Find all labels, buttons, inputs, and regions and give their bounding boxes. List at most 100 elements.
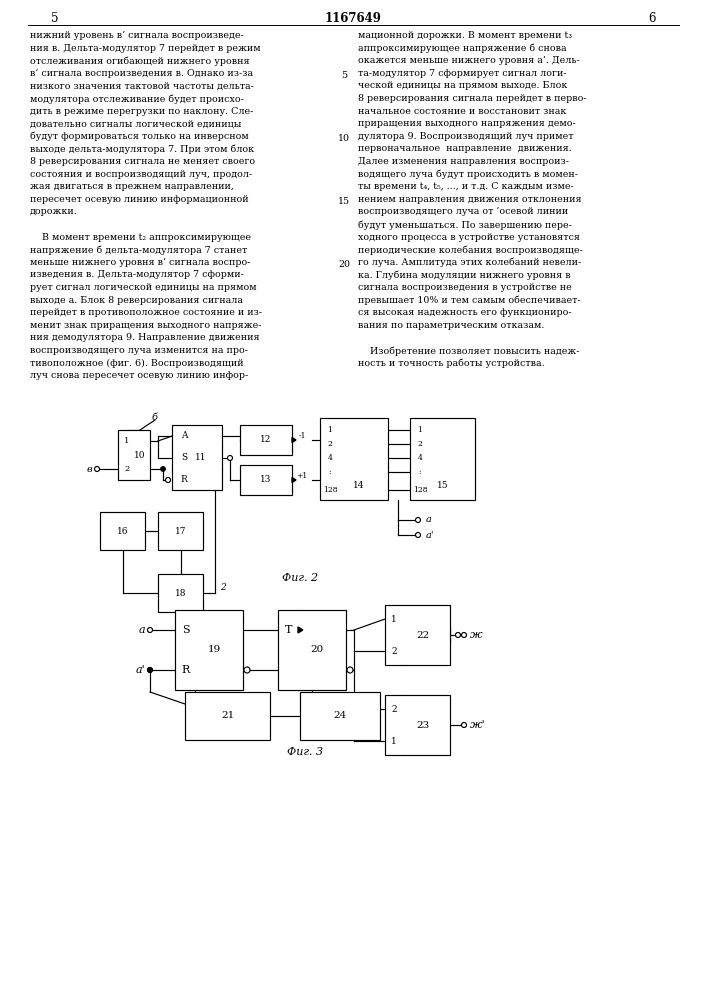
Bar xyxy=(385,695,450,755)
Text: мационной дорожки. В момент времени t₃: мационной дорожки. В момент времени t₃ xyxy=(358,31,572,40)
Text: тивоположное (фиг. 6). Воспроизводящий: тивоположное (фиг. 6). Воспроизводящий xyxy=(30,359,244,368)
Text: 1: 1 xyxy=(391,614,397,624)
Text: 8 реверсирования сигнала не меняет своего: 8 реверсирования сигнала не меняет своег… xyxy=(30,157,255,166)
Bar xyxy=(185,692,270,740)
Text: 15: 15 xyxy=(437,481,448,489)
Text: 5: 5 xyxy=(341,71,347,80)
Text: 1: 1 xyxy=(124,437,129,445)
Text: перейдет в противоположное состояние и из-: перейдет в противоположное состояние и и… xyxy=(30,308,262,317)
Text: воспроизводящего луча изменится на про-: воспроизводящего луча изменится на про- xyxy=(30,346,248,355)
Text: 10: 10 xyxy=(134,450,146,460)
Text: S: S xyxy=(182,625,189,635)
Text: состояния и воспроизводящий луч, продол-: состояния и воспроизводящий луч, продол- xyxy=(30,170,252,179)
Text: довательно сигналы логической единицы: довательно сигналы логической единицы xyxy=(30,119,241,128)
Circle shape xyxy=(148,668,153,672)
Text: рует сигнал логической единицы на прямом: рует сигнал логической единицы на прямом xyxy=(30,283,257,292)
Text: дулятора 9. Воспроизводящий луч примет: дулятора 9. Воспроизводящий луч примет xyxy=(358,132,573,141)
Text: 17: 17 xyxy=(175,526,186,536)
Text: 10: 10 xyxy=(338,134,350,143)
Bar xyxy=(172,425,222,490)
Text: ты времени t₄, t₅, ..., и т.д. С каждым изме-: ты времени t₄, t₅, ..., и т.д. С каждым … xyxy=(358,182,574,191)
Circle shape xyxy=(148,668,152,672)
Bar xyxy=(385,605,450,665)
Circle shape xyxy=(347,667,353,673)
Text: в: в xyxy=(86,464,92,474)
Text: 2: 2 xyxy=(327,440,332,448)
Text: начальное состояние и восстановит знак: начальное состояние и восстановит знак xyxy=(358,107,566,116)
Circle shape xyxy=(462,633,467,638)
Text: Далее изменения направления воспроиз-: Далее изменения направления воспроиз- xyxy=(358,157,569,166)
Text: 1: 1 xyxy=(327,426,332,434)
Circle shape xyxy=(228,456,233,460)
Text: 6: 6 xyxy=(648,12,656,25)
Text: водящего луча будут происходить в момен-: водящего луча будут происходить в момен- xyxy=(358,170,578,179)
Text: ж: ж xyxy=(470,630,483,640)
Text: 2: 2 xyxy=(124,465,129,473)
Polygon shape xyxy=(292,438,296,442)
Text: изведения в. Дельта-модулятор 7 сформи-: изведения в. Дельта-модулятор 7 сформи- xyxy=(30,270,244,279)
Circle shape xyxy=(416,532,421,538)
Text: a: a xyxy=(426,516,432,524)
Text: a: a xyxy=(139,625,145,635)
Text: 4: 4 xyxy=(327,454,332,462)
Text: в’ сигнала воспроизведения в. Однако из-за: в’ сигнала воспроизведения в. Однако из-… xyxy=(30,69,253,78)
Text: воспроизводящего луча от ’осевой линии: воспроизводящего луча от ’осевой линии xyxy=(358,207,568,216)
Text: ся высокая надежность его функциониро-: ся высокая надежность его функциониро- xyxy=(358,308,572,317)
Text: В момент времени t₂ аппроксимирующее: В момент времени t₂ аппроксимирующее xyxy=(30,233,251,242)
Text: 2: 2 xyxy=(391,704,397,714)
Circle shape xyxy=(95,466,100,472)
Text: будут формироваться только на инверсном: будут формироваться только на инверсном xyxy=(30,132,249,141)
Text: нением направления движения отклонения: нением направления движения отклонения xyxy=(358,195,582,204)
Text: 5: 5 xyxy=(51,12,59,25)
Text: 18: 18 xyxy=(175,588,186,597)
Text: будут уменьшаться. По завершению пере-: будут уменьшаться. По завершению пере- xyxy=(358,220,572,230)
Text: 128: 128 xyxy=(413,486,427,494)
Circle shape xyxy=(455,633,460,638)
Text: 20: 20 xyxy=(338,260,350,269)
Text: модулятора отслеживание будет происхо-: модулятора отслеживание будет происхо- xyxy=(30,94,244,104)
Text: 1167649: 1167649 xyxy=(325,12,382,25)
Text: окажется меньше нижнего уровня а’. Дель-: окажется меньше нижнего уровня а’. Дель- xyxy=(358,56,580,65)
Text: луч снова пересечет осевую линию инфор-: луч снова пересечет осевую линию инфор- xyxy=(30,371,248,380)
Text: приращения выходного напряжения демо-: приращения выходного напряжения демо- xyxy=(358,119,575,128)
Text: б: б xyxy=(152,414,158,422)
Text: выходе а. Блок 8 реверсирования сигнала: выходе а. Блок 8 реверсирования сигнала xyxy=(30,296,243,305)
Text: выходе дельта-модулятора 7. При этом блок: выходе дельта-модулятора 7. При этом бло… xyxy=(30,144,254,154)
Text: ния демодулятора 9. Направление движения: ния демодулятора 9. Направление движения xyxy=(30,333,259,342)
Bar xyxy=(320,418,388,500)
Text: 12: 12 xyxy=(260,436,271,444)
Text: периодические колебания воспроизводяще-: периодические колебания воспроизводяще- xyxy=(358,245,583,255)
Bar xyxy=(278,610,346,690)
Text: ж': ж' xyxy=(470,720,486,730)
Circle shape xyxy=(462,722,467,728)
Text: -1: -1 xyxy=(298,432,305,440)
Text: жая двигаться в прежнем направлении,: жая двигаться в прежнем направлении, xyxy=(30,182,234,191)
Text: A: A xyxy=(181,432,187,440)
Text: :: : xyxy=(329,468,332,476)
Text: менит знак приращения выходного напряже-: менит знак приращения выходного напряже- xyxy=(30,321,262,330)
Text: первоначальное  направление  движения.: первоначальное направление движения. xyxy=(358,144,572,153)
Text: 2: 2 xyxy=(220,582,226,591)
Text: Изобретение позволяет повысить надеж-: Изобретение позволяет повысить надеж- xyxy=(358,346,580,356)
Bar xyxy=(118,430,150,480)
Circle shape xyxy=(416,518,421,522)
Text: +1: +1 xyxy=(296,472,308,480)
Text: превышает 10% и тем самым обеспечивает-: превышает 10% и тем самым обеспечивает- xyxy=(358,296,580,305)
Text: пересечет осевую линию информационной: пересечет осевую линию информационной xyxy=(30,195,249,204)
Text: 22: 22 xyxy=(416,631,429,640)
Text: 16: 16 xyxy=(117,526,128,536)
Text: R: R xyxy=(182,665,190,675)
Text: Фиг. 3: Фиг. 3 xyxy=(287,747,323,757)
Bar xyxy=(300,692,380,740)
Text: 2: 2 xyxy=(391,647,397,656)
Text: 20: 20 xyxy=(310,646,324,654)
Text: низкого значения тактовой частоты дельта-: низкого значения тактовой частоты дельта… xyxy=(30,81,254,90)
Text: S: S xyxy=(181,454,187,462)
Text: 8 реверсирования сигнала перейдет в перво-: 8 реверсирования сигнала перейдет в перв… xyxy=(358,94,587,103)
Circle shape xyxy=(160,467,165,471)
Text: 13: 13 xyxy=(260,476,271,485)
Circle shape xyxy=(148,628,153,633)
Circle shape xyxy=(165,478,170,483)
Text: 1: 1 xyxy=(391,736,397,746)
Text: 128: 128 xyxy=(322,486,337,494)
